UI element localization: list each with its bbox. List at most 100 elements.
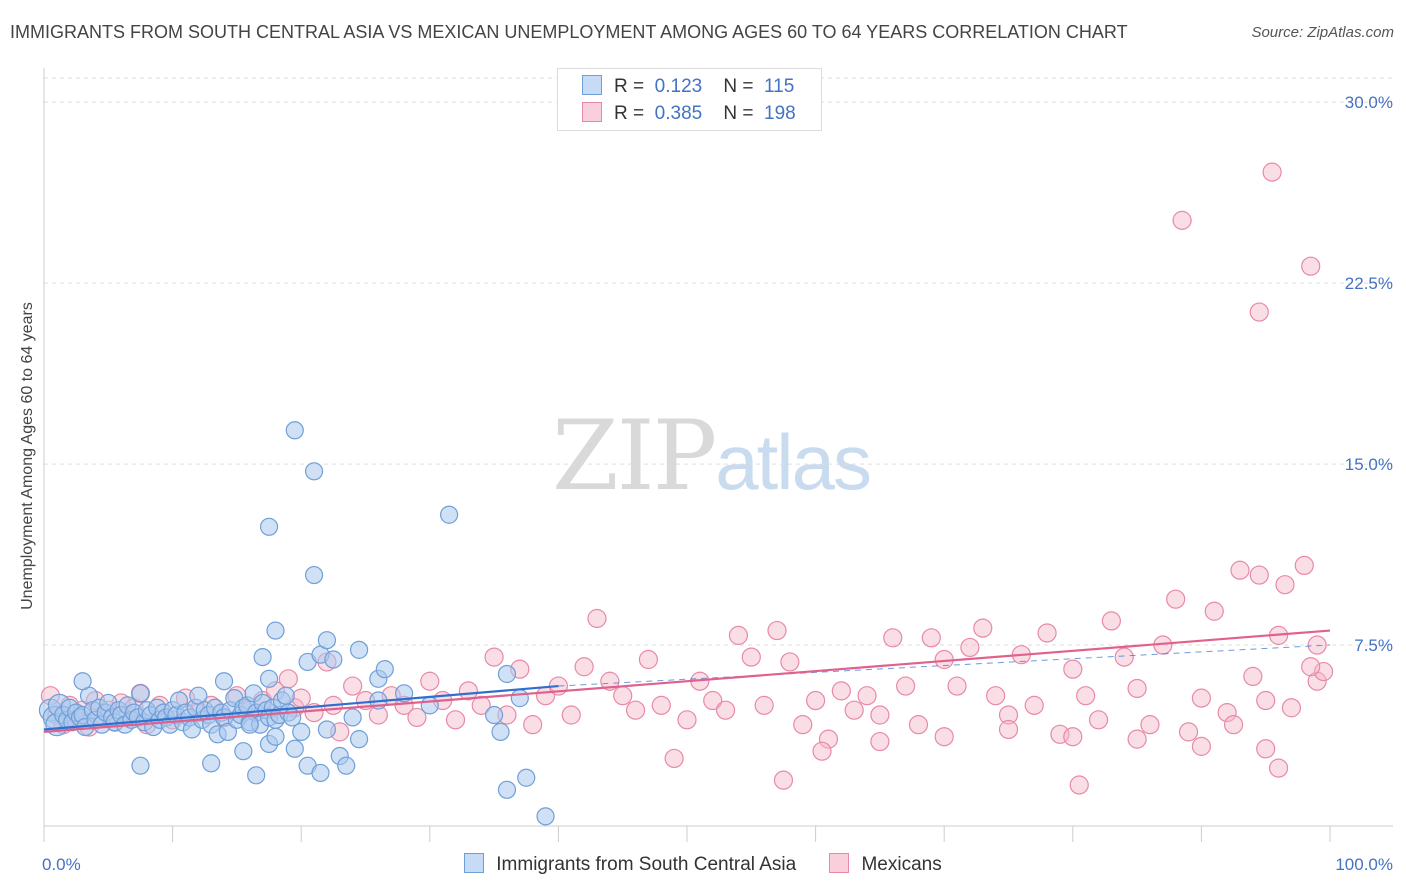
mexicans-point xyxy=(1294,555,1314,576)
mexicans-point xyxy=(921,628,941,648)
mexicans-point xyxy=(343,676,363,696)
mexicans-point xyxy=(908,715,929,735)
mexicans-point xyxy=(1230,560,1250,580)
mexicans-point xyxy=(896,676,916,696)
mexicans-point xyxy=(1127,678,1147,699)
trend-lines xyxy=(43,629,1331,733)
mexicans-point xyxy=(728,625,749,645)
south-central-asia-point xyxy=(247,766,266,785)
gridlines xyxy=(44,77,1394,646)
south-central-asia-point xyxy=(253,647,272,667)
south-central-asia-point xyxy=(317,720,337,739)
axes xyxy=(43,68,1393,842)
mexicans-point xyxy=(715,700,736,720)
south-central-asia-point xyxy=(324,650,343,669)
mexicans-point xyxy=(587,608,607,629)
south-central-asia-point xyxy=(202,754,221,773)
legend-r-value: 0.123 xyxy=(654,76,703,97)
south-central-asia-point xyxy=(510,689,529,708)
blue-trend-extension xyxy=(558,644,1331,687)
mexicans-point xyxy=(484,647,504,667)
mexicans-point xyxy=(1191,688,1212,708)
legend-r-label: R = xyxy=(614,103,645,124)
mexicans-point xyxy=(574,657,594,677)
mexicans-point xyxy=(1063,727,1083,747)
mexicans-point xyxy=(1301,657,1321,677)
south-central-asia-point xyxy=(517,768,536,787)
mexicans-point xyxy=(754,695,774,715)
mexicans-point xyxy=(291,688,311,708)
mexicans-point xyxy=(934,727,954,747)
south-central-asia-point xyxy=(485,705,504,725)
mexicans-point xyxy=(1127,729,1147,749)
legend-n-label: N = xyxy=(723,103,754,124)
mexicans-point xyxy=(651,695,671,715)
mexicans-point xyxy=(831,681,851,701)
blue-trend-line xyxy=(43,684,559,731)
mexicans-point xyxy=(1281,698,1302,718)
mexicans-point xyxy=(986,686,1006,706)
mexicans-point xyxy=(793,715,813,735)
y-tick-label: 30.0% xyxy=(1345,93,1393,112)
mexicans-point xyxy=(1037,623,1057,643)
series-legend: Immigrants from South Central Asia Mexic… xyxy=(0,853,1406,876)
south-central-asia-point xyxy=(536,807,555,826)
mexicans-point xyxy=(600,671,620,691)
legend-swatch-blue xyxy=(582,75,602,95)
south-central-asia-point xyxy=(491,722,510,741)
south-central-asia-point xyxy=(394,684,414,703)
mexicans-point xyxy=(1178,722,1199,742)
south-central-asia-point xyxy=(285,739,304,758)
south-central-asia-point xyxy=(73,672,92,691)
south-central-asia-point xyxy=(266,621,285,640)
mexicans-point xyxy=(1024,695,1044,715)
mexicans-point xyxy=(1063,659,1083,679)
south-central-asia-point xyxy=(240,715,259,734)
south-central-asia-point xyxy=(497,664,517,684)
south-central-asia-point xyxy=(375,660,394,679)
south-central-asia-point xyxy=(259,669,279,688)
mexicans-point xyxy=(1313,661,1334,682)
mexicans-point xyxy=(664,748,684,769)
mexicans-point xyxy=(625,700,646,720)
mexicans-point xyxy=(998,719,1019,740)
mexicans-point xyxy=(1217,702,1237,723)
mexicans-point xyxy=(998,705,1019,725)
south-central-asia-point xyxy=(304,565,324,585)
south-central-asia-point xyxy=(304,462,324,481)
mexicans-point xyxy=(1191,736,1212,756)
south-central-asia-point xyxy=(285,421,304,440)
mexicans-point xyxy=(523,715,543,735)
mexicans-point xyxy=(883,628,903,648)
legend-n-value: 115 xyxy=(764,76,795,97)
mexicans-point xyxy=(1101,611,1121,631)
mexicans-point xyxy=(638,649,659,670)
mexicans-point xyxy=(1088,710,1109,730)
mexicans-point xyxy=(870,705,890,725)
legend-row-south-central-asia: R = 0.123 N = 115 xyxy=(582,75,794,99)
mexicans-point xyxy=(818,729,839,749)
legend-swatch-pink xyxy=(582,102,602,122)
mexicans-point xyxy=(1307,635,1327,655)
zipatlas-watermark: ZIPatlas xyxy=(552,400,872,512)
mexicans-point xyxy=(458,681,478,701)
tick-labels: 7.5% 15.0% 22.5% 30.0% 0.0% 100.0% xyxy=(42,93,1393,874)
south-central-asia-point xyxy=(349,730,369,749)
mexicans-point xyxy=(960,637,980,658)
x-tick-label: 0.0% xyxy=(42,855,81,874)
mexicans-point xyxy=(1249,565,1269,585)
mexicans-point xyxy=(741,647,761,667)
mexicans-point xyxy=(870,731,890,752)
south-central-asia-point xyxy=(439,505,459,524)
mexicans-point xyxy=(703,690,723,711)
mexicans-point xyxy=(947,676,967,696)
mexicans-points xyxy=(40,162,1334,795)
mexicans-point xyxy=(613,686,633,706)
mexicans-point xyxy=(1172,210,1192,230)
pink-trend-line xyxy=(43,629,1331,733)
mexicans-point xyxy=(1262,162,1282,182)
legend-row-mexicans: R = 0.385 N = 198 xyxy=(582,102,796,126)
mexicans-point xyxy=(1243,666,1263,687)
mexicans-point xyxy=(1256,739,1276,759)
